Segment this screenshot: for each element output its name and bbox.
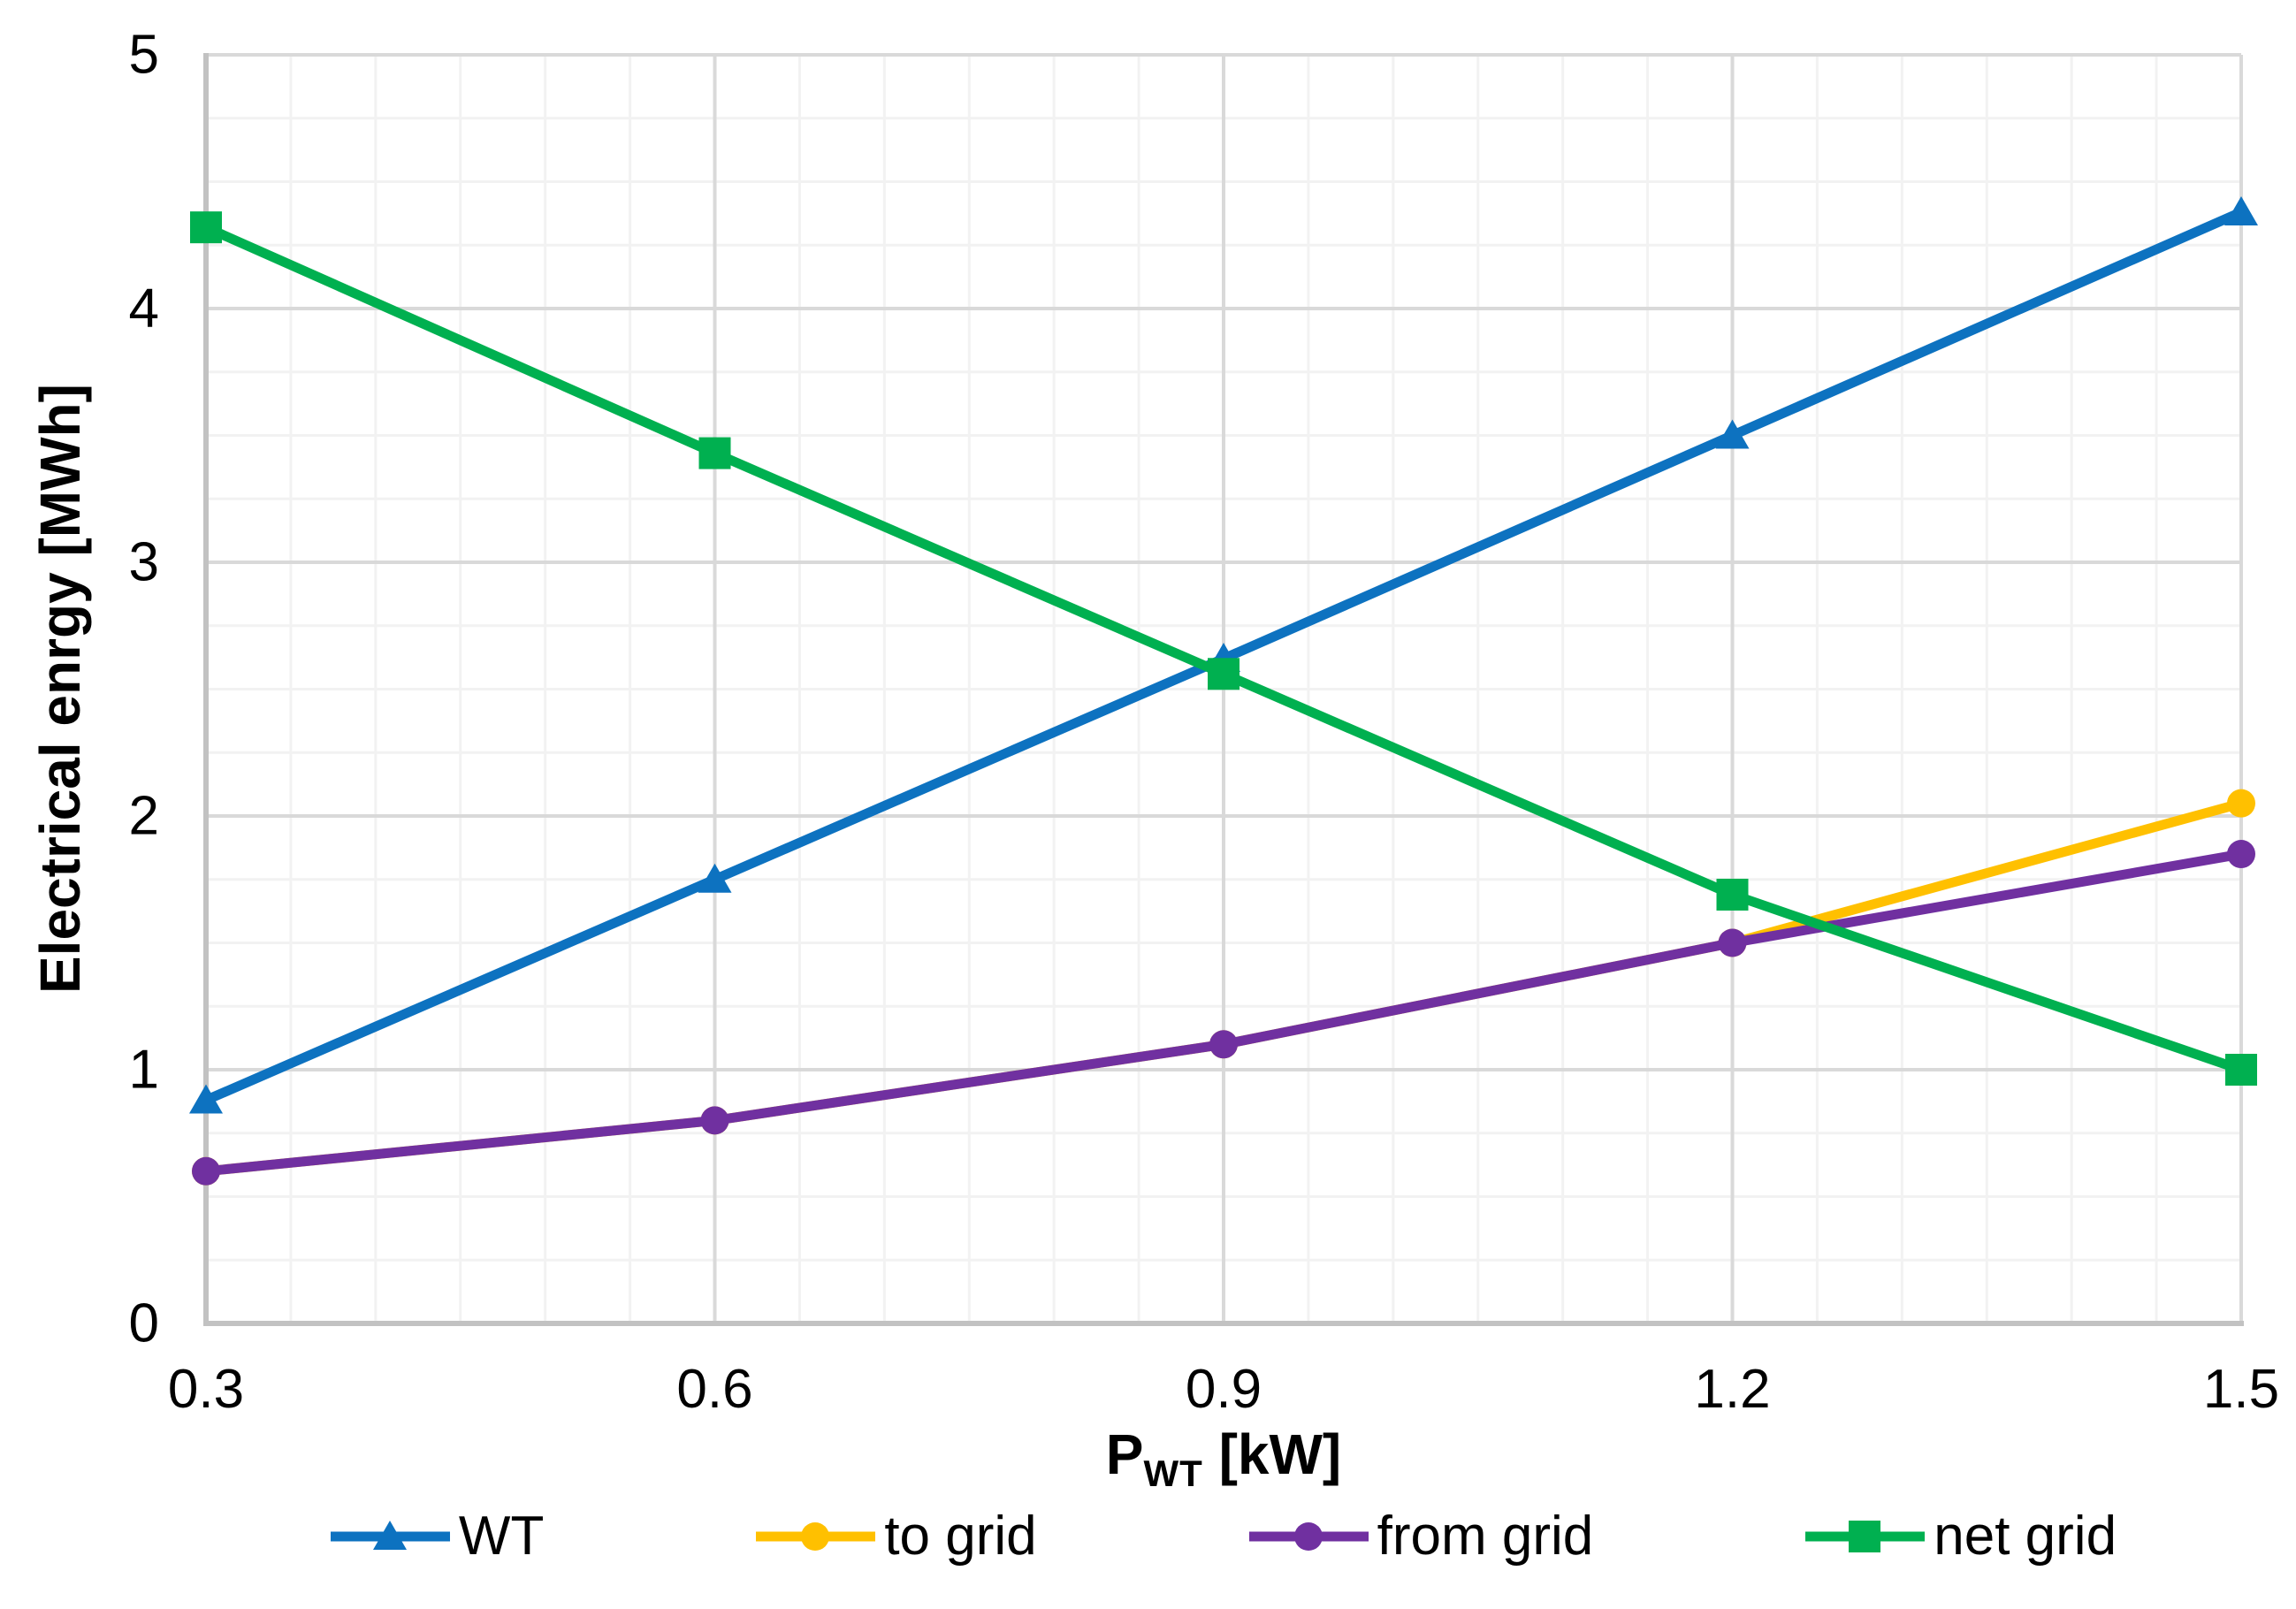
x-tick-label: 1.2 [1694, 1359, 1770, 1420]
series-marker-net-grid [1716, 878, 1749, 911]
y-tick-label: 1 [129, 1040, 159, 1101]
x-tick-label: 0.9 [1186, 1359, 1262, 1420]
series-marker-from-grid [192, 1156, 220, 1186]
series-marker-from-grid [700, 1106, 729, 1135]
legend-label: WT [458, 1506, 545, 1567]
x-axis-title-subscript: WT [1143, 1453, 1203, 1494]
series-from-grid [192, 840, 2255, 1186]
series-marker-net-grid [2225, 1054, 2257, 1086]
series-marker-WT [698, 863, 732, 893]
legend-marker-shape [1293, 1521, 1323, 1551]
series-marker-net-grid [1208, 658, 1240, 690]
x-tick-label: 0.3 [168, 1359, 244, 1420]
legend-item-to-grid: to grid [756, 1505, 1037, 1567]
legend: WT to grid from grid net grid [206, 1505, 2241, 1567]
series-marker-net-grid [698, 437, 731, 469]
series-marker-to-grid [2227, 789, 2255, 818]
legend-item-WT: WT [330, 1505, 545, 1567]
series-marker-from-grid [1209, 1030, 1238, 1059]
legend-marker-net-grid-icon [1805, 1520, 1926, 1552]
legend-marker-shape [1849, 1520, 1881, 1552]
series-marker-WT [2224, 195, 2258, 225]
x-tick-label: 0.6 [676, 1359, 752, 1420]
y-tick-label: 5 [129, 25, 159, 86]
series-marker-WT [189, 1084, 223, 1114]
x-tick-label: 1.5 [2203, 1359, 2279, 1420]
series-net-grid [190, 211, 2257, 1086]
legend-marker-WT-icon [330, 1520, 450, 1550]
y-tick-label: 4 [129, 278, 159, 339]
x-axis-title-suffix: [kW] [1202, 1422, 1342, 1486]
series-marker-net-grid [190, 211, 222, 244]
legend-label: from grid [1377, 1506, 1594, 1567]
y-tick-label: 2 [129, 786, 159, 847]
x-axis-title: PWT [kW] [206, 1422, 2241, 1495]
legend-marker-shape [801, 1521, 830, 1551]
series-marker-WT [1715, 419, 1750, 449]
legend-item-from-grid: from grid [1248, 1505, 1594, 1567]
legend-marker-from-grid-icon [1248, 1521, 1369, 1551]
legend-item-net-grid: net grid [1805, 1505, 2117, 1567]
x-axis-title-prefix: P [1105, 1422, 1144, 1486]
legend-label: net grid [1934, 1506, 2117, 1567]
y-tick-label: 0 [129, 1293, 159, 1354]
legend-marker-to-grid-icon [756, 1521, 876, 1551]
legend-label: to grid [884, 1506, 1037, 1567]
series-marker-from-grid [1718, 928, 1747, 957]
y-tick-label: 3 [129, 532, 159, 593]
series-marker-from-grid [2227, 840, 2255, 869]
legend-marker-shape [372, 1520, 407, 1550]
y-axis-title: Electrical enrgy [MWh] [28, 384, 92, 995]
